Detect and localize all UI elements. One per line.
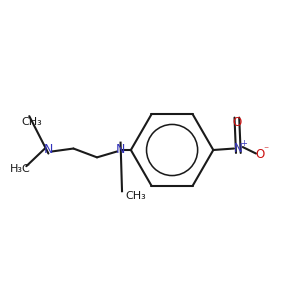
- Text: N: N: [116, 143, 125, 157]
- Text: H₃C: H₃C: [10, 164, 31, 174]
- Text: O: O: [232, 116, 242, 128]
- Text: O: O: [256, 148, 265, 161]
- Text: CH₃: CH₃: [125, 190, 146, 201]
- Text: CH₃: CH₃: [22, 117, 43, 127]
- Text: N: N: [234, 142, 243, 155]
- Text: ⁻: ⁻: [264, 145, 269, 155]
- Text: +: +: [240, 139, 247, 148]
- Text: N: N: [44, 143, 53, 157]
